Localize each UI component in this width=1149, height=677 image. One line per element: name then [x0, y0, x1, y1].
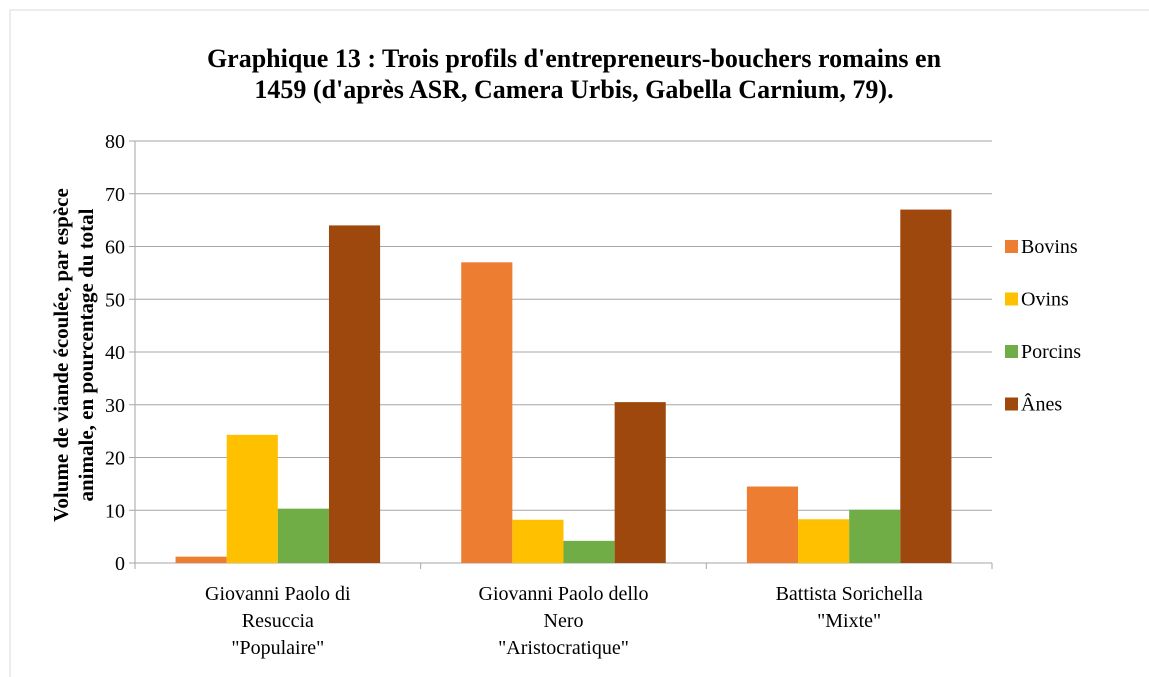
chart-title: Graphique 13 : Trois profils d'entrepren…: [207, 44, 942, 104]
legend-label: Ânes: [1021, 393, 1062, 416]
bar: [900, 209, 952, 563]
legend-label: Ovins: [1021, 289, 1069, 311]
x-tick-label: Battista Sorichella "Mixte": [776, 583, 923, 632]
bar: [461, 262, 513, 563]
bar: [328, 225, 381, 563]
bar: [512, 519, 564, 563]
x-tick-label: Giovanni Paolo di Resuccia "Populaire": [205, 583, 351, 659]
bar: [798, 519, 850, 563]
y-tick-label: 60: [105, 237, 125, 259]
bar: [226, 434, 278, 563]
y-tick-label: 80: [105, 131, 125, 153]
y-tick-label: 0: [115, 553, 125, 575]
x-tick-label: Giovanni Paolo dello Nero "Aristocratique": [479, 583, 649, 659]
legend-swatch: [1005, 240, 1018, 253]
legend-swatch: [1005, 397, 1018, 411]
y-tick-label: 10: [105, 500, 125, 522]
bar: [175, 556, 227, 563]
bar: [746, 486, 799, 563]
y-tick-label: 70: [105, 184, 125, 206]
bar: [614, 402, 666, 563]
legend-swatch: [1005, 292, 1018, 306]
bar: [277, 508, 329, 563]
y-tick-label: 40: [105, 342, 125, 364]
legend-swatch: [1005, 345, 1018, 358]
y-tick-label: 20: [105, 448, 125, 470]
chart-frame: [9, 9, 1149, 677]
bar: [849, 509, 901, 563]
bar: [563, 540, 615, 563]
y-tick-label: 30: [105, 395, 125, 417]
y-tick-label: 50: [105, 289, 125, 311]
legend-label: Porcins: [1021, 341, 1081, 363]
y-axis-label: Volume de viande écoulée, par espèceanim…: [49, 188, 98, 522]
legend-label: Bovins: [1021, 236, 1078, 258]
